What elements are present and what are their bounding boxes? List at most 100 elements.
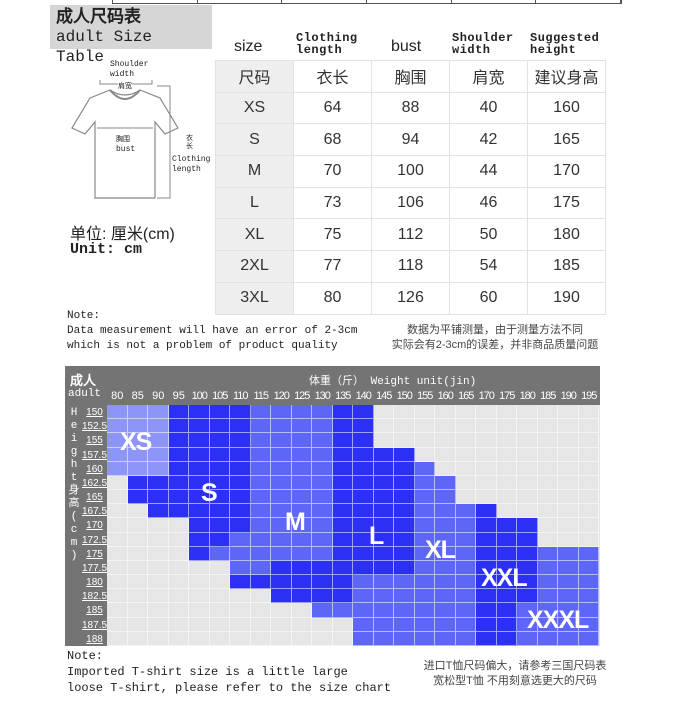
chart-cell <box>291 589 312 604</box>
col-label-size: size <box>234 38 263 55</box>
chart-cell <box>414 475 435 491</box>
chart-cell <box>189 532 210 547</box>
chart-cell <box>271 405 292 420</box>
chart-cell <box>107 518 128 533</box>
table-cell: S <box>215 123 294 157</box>
table-cell: 106 <box>371 186 450 220</box>
chart-cell <box>414 490 435 505</box>
table-row: L 73 106 46 175 <box>215 186 606 220</box>
chart-cell <box>312 405 333 420</box>
chart-cell <box>414 447 435 462</box>
chart-cell <box>476 575 497 590</box>
chart-cell <box>496 575 517 590</box>
chart-cell <box>558 575 579 590</box>
chart-cell <box>435 546 456 561</box>
chart-cell <box>558 405 579 420</box>
chart-cell <box>271 589 292 604</box>
chart-cell <box>148 560 169 576</box>
chart-cell <box>189 631 210 646</box>
chart-cell <box>373 504 394 519</box>
chart-cell <box>414 419 435 434</box>
table-cell: 68 <box>293 123 372 157</box>
chart-cell <box>476 518 497 533</box>
chart-cell <box>476 447 497 462</box>
height-tick-label: 175 <box>86 548 103 560</box>
chart-cell <box>127 419 148 434</box>
chart-cell <box>414 631 435 646</box>
chart-cell <box>517 560 538 576</box>
chart-cell <box>558 475 579 491</box>
chart-cell <box>537 546 558 561</box>
chart-cell <box>414 433 435 448</box>
chart-cell <box>455 532 476 547</box>
chart-cell <box>373 433 394 448</box>
chart-cell <box>271 461 292 476</box>
chart-cell <box>189 589 210 604</box>
table-row: 2XL 77 118 54 185 <box>215 250 606 283</box>
height-axis-char: H <box>70 407 78 419</box>
chart-cell <box>209 433 230 448</box>
col-label-length: Clothing length <box>296 31 358 57</box>
weight-tick-label: 95 <box>172 390 185 402</box>
chart-cell <box>168 475 189 491</box>
chart-cell <box>537 490 558 505</box>
chart-cell <box>537 461 558 476</box>
chart-cell <box>107 504 128 519</box>
chart-cell <box>414 560 435 576</box>
weight-tick-label: 105 <box>212 390 228 402</box>
chart-cell <box>414 405 435 420</box>
title-box: 成人尺码表 adult Size Table <box>50 5 212 66</box>
chart-cell <box>537 617 558 632</box>
chart-cell <box>332 546 353 561</box>
bust-en: bust <box>116 145 136 154</box>
chart-header: 成人 adult 体重（斤） Weight unit(jin) 80 85 90 95… <box>65 366 600 405</box>
chart-cell <box>127 504 148 519</box>
chart-cell <box>558 433 579 448</box>
chart-cell <box>517 475 538 491</box>
height-axis-char: i <box>70 433 78 445</box>
chart-cell <box>230 617 251 632</box>
chart-cell <box>332 518 353 533</box>
chart-cell <box>209 405 230 420</box>
chart-cell <box>414 546 435 561</box>
table-cell: M <box>215 155 294 188</box>
table-cell: 160 <box>527 91 606 125</box>
chart-cell <box>394 546 415 561</box>
chart-cell <box>435 617 456 632</box>
chart-cell <box>230 490 251 505</box>
chart-cell <box>414 504 435 519</box>
chart-cell <box>455 405 476 420</box>
chart-cell <box>537 575 558 590</box>
chart-cell <box>517 405 538 420</box>
bust-cn: 胸围 <box>116 134 130 144</box>
chart-cell <box>271 603 292 618</box>
chart-cell <box>353 575 374 590</box>
chart-cell <box>373 617 394 632</box>
header-cell: 建议身高 <box>527 60 606 93</box>
chart-cell <box>558 490 579 505</box>
chart-cell <box>250 475 271 491</box>
chart-cell <box>312 504 333 519</box>
table-cell: 64 <box>293 91 372 125</box>
weight-title: 体重（斤） Weight unit(jin) <box>309 376 477 388</box>
chart-cell <box>435 490 456 505</box>
chart-cell <box>373 603 394 618</box>
chart-cell <box>558 504 579 519</box>
chart-cell <box>230 575 251 590</box>
chart-cell <box>271 575 292 590</box>
chart-cell <box>332 589 353 604</box>
chart-cell <box>127 631 148 646</box>
chart-cell <box>373 589 394 604</box>
chart-cell <box>578 461 599 476</box>
chart-cell <box>394 560 415 576</box>
chart-cell <box>414 575 435 590</box>
chart-cell <box>353 405 374 420</box>
chart-cell <box>312 589 333 604</box>
chart-cell <box>394 575 415 590</box>
chart-cell <box>353 447 374 462</box>
chart-cell <box>230 560 251 576</box>
height-axis-char: c <box>70 524 78 536</box>
chart-cell <box>107 419 128 434</box>
weight-tick-label: 115 <box>253 390 269 402</box>
chart-cell <box>455 631 476 646</box>
